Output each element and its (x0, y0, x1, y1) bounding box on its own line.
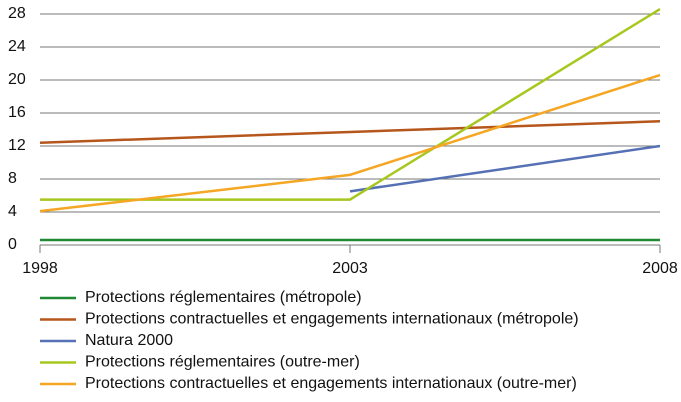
y-tick-label: 20 (8, 71, 26, 88)
series-line (39, 120, 661, 144)
y-tick-label: 0 (8, 236, 17, 253)
series-line (349, 144, 661, 193)
x-tick-label: 1998 (22, 260, 58, 277)
y-tick-label: 12 (8, 137, 26, 154)
y-tick-label: 8 (8, 170, 17, 187)
y-tick-label: 28 (8, 5, 26, 22)
legend-label: Protections contractuelles et engagement… (85, 375, 577, 392)
legend-label: Natura 2000 (85, 332, 173, 349)
y-tick-label: 4 (8, 203, 17, 220)
legend-label: Protections contractuelles et engagement… (85, 311, 579, 328)
x-tick-label: 2008 (642, 260, 678, 277)
series-line (39, 73, 661, 213)
legend-label: Protections réglementaires (métropole) (85, 289, 362, 306)
legend-label: Protections réglementaires (outre-mer) (85, 354, 360, 371)
y-tick-label: 16 (8, 104, 26, 121)
y-tick-label: 24 (8, 38, 26, 55)
x-tick-label: 2003 (332, 260, 368, 277)
